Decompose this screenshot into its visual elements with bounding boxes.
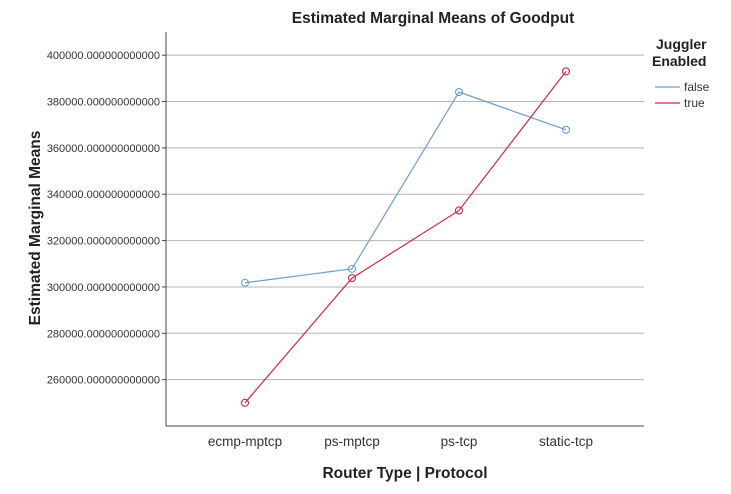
x-tick-label: ps-mptcp xyxy=(324,434,380,449)
x-tick-label: ecmp-mptcp xyxy=(208,434,282,449)
y-axis-title: Estimated Marginal Means xyxy=(27,131,44,326)
y-tick-label: 320000.000000000000 xyxy=(47,236,160,248)
x-tick-label: static-tcp xyxy=(539,434,593,449)
y-tick-label: 360000.000000000000 xyxy=(47,143,160,155)
y-tick-label: 400000.000000000000 xyxy=(47,50,160,62)
x-axis-title: Router Type | Protocol xyxy=(322,465,487,482)
series xyxy=(240,67,571,407)
y-tick-label: 300000.000000000000 xyxy=(47,282,160,294)
data-point xyxy=(454,206,464,215)
series-line xyxy=(244,71,567,404)
series-true xyxy=(240,67,571,407)
data-point xyxy=(561,67,571,76)
data-point xyxy=(347,264,357,273)
y-tick-label: 380000.000000000000 xyxy=(47,97,160,109)
y-tick-labels: 260000.000000000000 280000.000000000000 30… xyxy=(47,50,166,387)
legend: Juggler Enabled false true xyxy=(652,36,710,110)
x-tick-labels: ecmp-mptcp ps-mptcp ps-tcp static-tcp xyxy=(208,434,593,449)
legend-title-line-2: Enabled xyxy=(652,53,706,69)
data-point xyxy=(240,278,250,287)
y-tick-label: 260000.000000000000 xyxy=(47,375,160,387)
data-point xyxy=(454,87,464,97)
legend-title-line-1: Juggler xyxy=(656,36,707,52)
data-point xyxy=(240,398,250,407)
y-tick-label: 280000.000000000000 xyxy=(47,328,160,340)
legend-label: false xyxy=(684,80,710,94)
data-point xyxy=(347,274,357,283)
series-line xyxy=(244,91,567,284)
x-tick-label: ps-tcp xyxy=(441,434,478,449)
chart-title: Estimated Marginal Means of Goodput xyxy=(292,10,574,27)
gridlines xyxy=(166,54,644,381)
series-false xyxy=(240,87,571,287)
data-point xyxy=(561,125,571,134)
legend-items: false true xyxy=(655,80,710,110)
legend-label: true xyxy=(684,96,705,110)
y-tick-label: 340000.000000000000 xyxy=(47,189,160,201)
